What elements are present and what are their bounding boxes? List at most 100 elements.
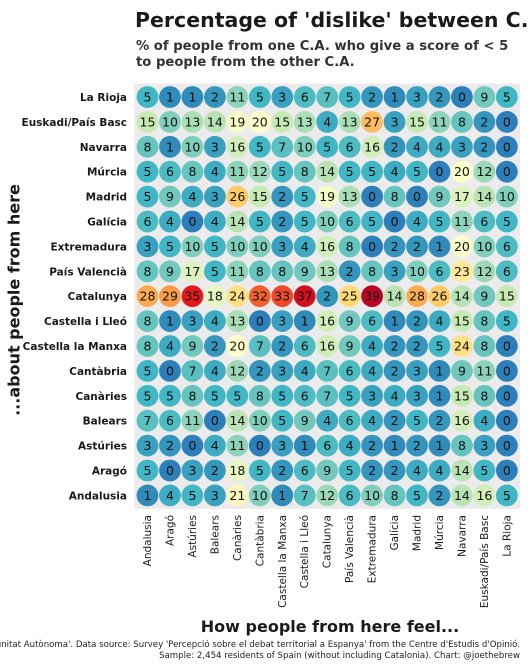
heatmap-cell bbox=[361, 86, 383, 108]
heatmap-cell bbox=[406, 484, 428, 507]
cell-value-label: 6 bbox=[301, 463, 309, 478]
cell-value-label: 5 bbox=[144, 189, 152, 204]
cell-value-label: 8 bbox=[278, 264, 286, 279]
cell-value-label: 10 bbox=[162, 114, 178, 129]
heatmap-cell bbox=[226, 285, 249, 308]
cell-value-label: 13 bbox=[297, 114, 313, 129]
heatmap-cell bbox=[428, 335, 451, 357]
cell-value-label: 0 bbox=[166, 363, 174, 378]
heatmap-cell bbox=[383, 260, 406, 283]
heatmap-cell bbox=[293, 285, 316, 308]
heatmap-cell bbox=[361, 360, 383, 382]
cell-value-label: 4 bbox=[166, 488, 174, 503]
cell-value-label: 2 bbox=[278, 189, 286, 204]
heatmap-cell bbox=[271, 185, 294, 208]
heatmap-cell bbox=[136, 135, 159, 158]
cell-value-label: 8 bbox=[301, 164, 309, 179]
cell-value-label: 3 bbox=[278, 363, 286, 378]
heatmap-cell bbox=[361, 235, 383, 258]
heatmap-cell bbox=[136, 86, 159, 108]
cell-value-label: 16 bbox=[454, 413, 470, 428]
heatmap-cell bbox=[495, 459, 518, 482]
cell-value-label: 4 bbox=[480, 413, 488, 428]
cell-value-label: 9 bbox=[166, 264, 174, 279]
cell-value-label: 2 bbox=[278, 463, 286, 478]
cell-value-label: 5 bbox=[503, 90, 511, 105]
cell-value-label: 1 bbox=[301, 438, 309, 453]
cell-value-label: 9 bbox=[346, 314, 354, 329]
y-tick-label: Múrcia bbox=[87, 167, 127, 179]
heatmap-cell bbox=[361, 111, 383, 133]
heatmap-cell bbox=[383, 86, 406, 108]
cell-value-label: 14 bbox=[229, 413, 245, 428]
heatmap-cell bbox=[293, 335, 316, 357]
heatmap-cell bbox=[248, 135, 271, 158]
cell-value-label: 7 bbox=[278, 139, 286, 154]
heatmap-cell bbox=[159, 459, 181, 482]
heatmap-cell bbox=[316, 335, 339, 357]
cell-value-label: 3 bbox=[278, 438, 286, 453]
heatmap-cell bbox=[406, 335, 428, 357]
heatmap-cell bbox=[361, 409, 383, 432]
cell-value-label: 18 bbox=[229, 463, 245, 478]
cell-value-label: 4 bbox=[391, 164, 399, 179]
heatmap-cell bbox=[428, 135, 451, 158]
heatmap-cell bbox=[203, 434, 226, 457]
heatmap-cell bbox=[451, 459, 473, 482]
cell-value-label: 10 bbox=[409, 264, 425, 279]
heatmap-cell bbox=[406, 310, 428, 332]
heatmap-cell bbox=[451, 86, 473, 108]
heatmap-cell bbox=[136, 185, 159, 208]
cell-value-label: 39 bbox=[364, 289, 380, 304]
cell-value-label: 2 bbox=[391, 239, 399, 254]
cell-value-label: 9 bbox=[346, 339, 354, 354]
y-tick-label: Castella la Manxa bbox=[23, 341, 127, 353]
heatmap-cell bbox=[428, 409, 451, 432]
cell-value-label: 0 bbox=[256, 438, 264, 453]
cell-value-label: 0 bbox=[211, 413, 219, 428]
cell-value-label: 5 bbox=[301, 189, 309, 204]
x-tick-label: Madrid bbox=[412, 515, 424, 551]
cell-value-label: 27 bbox=[364, 114, 380, 129]
cell-value-label: 6 bbox=[503, 239, 511, 254]
cell-value-label: 0 bbox=[368, 189, 376, 204]
heatmap-cell bbox=[293, 185, 316, 208]
heatmap-cell bbox=[338, 310, 361, 332]
heatmap-cell bbox=[181, 210, 204, 233]
x-tick-label: La Rioja bbox=[501, 515, 513, 557]
heatmap-cell bbox=[338, 360, 361, 382]
cell-value-label: 8 bbox=[368, 264, 376, 279]
heatmap-cell bbox=[293, 235, 316, 258]
heatmap-cell bbox=[406, 185, 428, 208]
heatmap-cell bbox=[361, 185, 383, 208]
heatmap-cell bbox=[271, 459, 294, 482]
cell-value-label: 6 bbox=[166, 413, 174, 428]
heatmap-cell bbox=[383, 409, 406, 432]
heatmap-cell bbox=[203, 459, 226, 482]
heatmap-cell bbox=[473, 86, 496, 108]
cell-value-label: 10 bbox=[364, 488, 380, 503]
chart-title: Percentage of 'dislike' between C.A.s bbox=[135, 8, 528, 32]
cell-value-label: 4 bbox=[166, 339, 174, 354]
heatmap-cell bbox=[406, 135, 428, 158]
heatmap-cell bbox=[406, 260, 428, 283]
chart-caption: C.A. = 'Comunitat Autònoma'. Data source… bbox=[0, 640, 520, 662]
cell-value-label: 10 bbox=[229, 239, 245, 254]
cell-value-label: 2 bbox=[391, 139, 399, 154]
cell-value-label: 6 bbox=[301, 388, 309, 403]
heatmap-cell bbox=[293, 384, 316, 407]
cell-value-label: 10 bbox=[252, 488, 268, 503]
cell-value-label: 12 bbox=[476, 264, 492, 279]
heatmap-cell bbox=[383, 484, 406, 507]
heatmap-cell bbox=[451, 384, 473, 407]
heatmap-cell bbox=[361, 135, 383, 158]
cell-value-label: 32 bbox=[252, 289, 268, 304]
heatmap-cell bbox=[136, 434, 159, 457]
cell-value-label: 1 bbox=[391, 438, 399, 453]
cell-value-label: 2 bbox=[323, 289, 331, 304]
heatmap-cell bbox=[271, 86, 294, 108]
cell-value-label: 5 bbox=[301, 214, 309, 229]
heatmap-cell bbox=[451, 360, 473, 382]
cell-value-label: 5 bbox=[256, 139, 264, 154]
heatmap-cell bbox=[451, 111, 473, 133]
